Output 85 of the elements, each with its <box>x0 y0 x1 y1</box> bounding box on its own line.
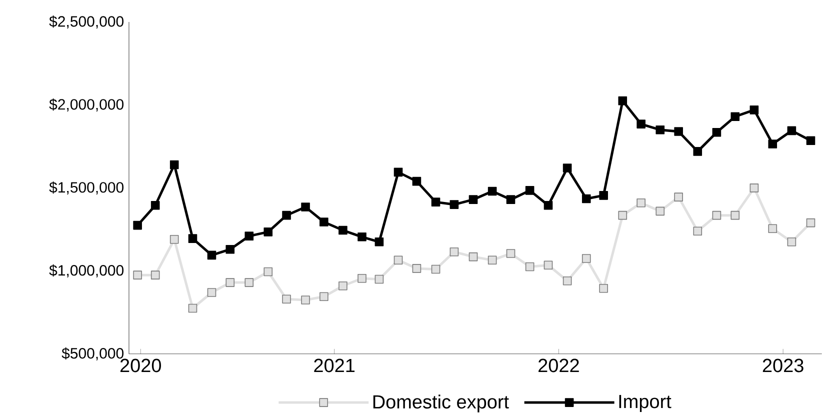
point <box>488 186 497 196</box>
point <box>358 274 366 283</box>
point <box>618 210 628 220</box>
point <box>730 210 740 220</box>
point <box>562 276 572 286</box>
point <box>768 140 778 148</box>
point <box>656 206 665 216</box>
point <box>226 245 235 254</box>
y-tick-label: $2,500,000 <box>49 16 124 29</box>
y-tick-label: $2,000,000 <box>49 98 124 112</box>
x-tick-label: 2023 <box>762 358 804 372</box>
point <box>133 270 142 280</box>
point <box>468 195 478 204</box>
point <box>320 218 328 226</box>
point <box>226 278 235 287</box>
point <box>431 264 440 274</box>
point <box>693 147 702 156</box>
point <box>674 127 683 136</box>
point <box>412 264 422 273</box>
point <box>544 260 553 270</box>
y-tick-label: $500,000 <box>62 347 124 360</box>
point <box>599 191 608 200</box>
point <box>394 256 403 265</box>
point <box>506 195 516 204</box>
y-tick-label: $1,500,000 <box>49 181 124 194</box>
point <box>188 304 198 313</box>
point <box>150 270 160 280</box>
y-tick-label: $1,000,000 <box>49 264 124 278</box>
point <box>412 176 422 186</box>
point <box>636 120 646 128</box>
point <box>207 250 216 260</box>
point <box>599 284 608 293</box>
point <box>282 294 291 304</box>
point <box>170 235 179 244</box>
point <box>712 128 722 137</box>
legend-label: Domestic export <box>373 394 509 412</box>
point <box>450 200 459 209</box>
point <box>636 198 646 208</box>
point <box>374 274 384 284</box>
point <box>582 194 591 204</box>
point <box>674 192 683 202</box>
point <box>750 184 759 192</box>
point <box>750 106 759 114</box>
point <box>730 112 740 122</box>
point <box>806 218 816 228</box>
x-tick-label: 2022 <box>538 358 579 372</box>
point <box>693 226 702 236</box>
point <box>207 288 216 297</box>
point <box>338 282 348 290</box>
point <box>431 198 440 207</box>
point <box>244 278 254 287</box>
point <box>150 201 160 210</box>
point <box>394 168 403 177</box>
point <box>806 136 816 146</box>
x-tick-label: 2021 <box>314 358 355 372</box>
x-tick-label: 2020 <box>120 358 161 372</box>
point <box>768 224 778 234</box>
legend-label: Import <box>619 395 672 412</box>
point <box>170 160 179 170</box>
point <box>264 228 273 236</box>
point <box>450 247 459 256</box>
point <box>582 254 591 263</box>
point <box>338 226 348 235</box>
point <box>133 220 142 230</box>
point <box>656 126 665 134</box>
point <box>488 256 497 265</box>
point <box>712 210 722 220</box>
point <box>301 296 310 304</box>
point <box>468 252 478 262</box>
point <box>244 232 254 241</box>
point <box>525 186 534 195</box>
point <box>374 238 384 246</box>
point <box>544 201 553 210</box>
point <box>618 96 628 106</box>
point <box>506 249 516 258</box>
point <box>525 262 534 272</box>
point <box>358 232 366 242</box>
point <box>282 210 291 220</box>
point <box>264 267 273 276</box>
point <box>787 238 796 246</box>
point <box>562 164 572 172</box>
point <box>301 202 310 212</box>
point <box>188 234 198 244</box>
point <box>320 292 328 302</box>
point <box>787 126 796 136</box>
